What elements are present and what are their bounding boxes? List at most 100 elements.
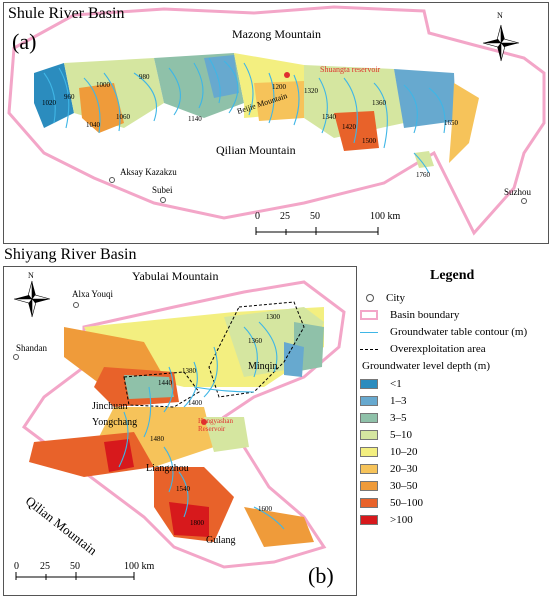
depth-swatch — [360, 481, 378, 491]
contour-label: 1060 — [116, 113, 130, 121]
shiyang-contours — [118, 321, 285, 530]
legend-item-city: City — [360, 291, 405, 305]
panel-b-letter: (b) — [308, 563, 334, 588]
overexploitation-area-jinchuan — [123, 371, 200, 408]
legend-depth-class: <1 — [360, 377, 402, 391]
legend-label-city: City — [386, 292, 405, 304]
shiyang-depth-red-core — [104, 439, 134, 472]
shule-depth-lightgreen2 — [304, 65, 404, 138]
label-hongyashan-reservoir: Hongyashan Reservoir — [198, 417, 233, 433]
shule-depth-orange1 — [79, 83, 124, 133]
contour-label: 980 — [139, 73, 150, 81]
shule-contours — [43, 57, 446, 174]
scale-tick-50-b: 50 — [70, 561, 80, 572]
shiyang-north-arrow-icon — [13, 280, 51, 318]
contour-label: 1480 — [150, 435, 164, 443]
contour-label: 1360 — [248, 337, 262, 345]
shiyang-depth-southeast — [244, 507, 314, 547]
shule-map — [7, 5, 546, 236]
depth-swatch — [360, 447, 378, 457]
label-shuangta-reservoir: Shuangta reservoir — [320, 65, 381, 74]
shule-north-arrow-icon — [482, 24, 520, 62]
north-label-a: N — [497, 11, 503, 20]
panel-a-letter: (a) — [12, 29, 37, 54]
label-mazong-mountain: Mazong Mountain — [232, 27, 321, 41]
shiyang-depth-red-band — [29, 432, 154, 477]
contour-label: 1600 — [258, 505, 272, 513]
shiyang-scale-bar — [15, 572, 135, 580]
legend-item-contour: Groundwater table contour (m) — [360, 325, 527, 339]
depth-swatch — [360, 498, 378, 508]
depth-class-label: >100 — [390, 514, 413, 526]
contour-label: 1320 — [304, 87, 318, 95]
legend-depth-class: 30–50 — [360, 479, 418, 493]
shule-depth-orange2 — [254, 81, 304, 121]
depth-swatch — [360, 396, 378, 406]
depth-class-label: 5–10 — [390, 429, 412, 441]
depth-class-label: 20–30 — [390, 463, 418, 475]
contour-label: 1140 — [188, 115, 202, 123]
contour-label: 1540 — [176, 485, 190, 493]
depth-swatch — [360, 515, 378, 525]
label-shandan: Shandan — [16, 343, 47, 353]
contour-label: 1420 — [342, 123, 356, 131]
depth-class-label: 30–50 — [390, 480, 418, 492]
shule-depth-island — [414, 151, 434, 168]
contour-label: 1650 — [444, 119, 458, 127]
legend-label-contour: Groundwater table contour (m) — [390, 326, 528, 338]
scale-tick-0-a: 0 — [255, 211, 260, 222]
depth-swatch — [360, 379, 378, 389]
legend-label-basin-boundary: Basin boundary — [390, 309, 460, 321]
contour-label: 1400 — [188, 399, 202, 407]
shiyang-depth-blue — [284, 342, 304, 377]
shule-basin-boundary — [7, 5, 546, 236]
contour-label: 1000 — [96, 81, 110, 89]
depth-class-label: 1–3 — [390, 395, 407, 407]
contour-line-icon — [360, 331, 378, 333]
overexploitation-line-icon — [360, 348, 378, 350]
shule-scale-bar — [255, 227, 379, 235]
legend-depth-class: >100 — [360, 513, 413, 527]
shule-city-subei — [160, 197, 166, 203]
legend-depth-class: 1–3 — [360, 394, 407, 408]
contour-label: 1200 — [272, 83, 286, 91]
legend-item-basin-boundary: Basin boundary — [360, 308, 459, 322]
depth-class-label: 10–20 — [390, 446, 418, 458]
scale-tick-100-b: 100 km — [124, 561, 155, 572]
scale-tick-100-a: 100 km — [370, 211, 401, 222]
label-gulang: Gulang — [206, 535, 236, 546]
scale-tick-0-b: 0 — [14, 561, 19, 572]
shiyang-depth-south-red — [169, 502, 209, 537]
shule-depth-blue3 — [394, 69, 456, 128]
shiyang-depth-center — [204, 417, 249, 452]
shule-city-aksay — [109, 177, 115, 183]
contour-label: 1020 — [42, 99, 56, 107]
contour-label: 1340 — [322, 113, 336, 121]
contour-label: 1500 — [362, 137, 376, 145]
legend-item-overexploitation: Overexploitation area — [360, 342, 486, 356]
shule-depth-orange3 — [449, 83, 479, 163]
label-yongchang: Yongchang — [92, 417, 138, 428]
scale-tick-50-a: 50 — [310, 211, 320, 222]
label-suzhou: Suzhou — [504, 187, 531, 197]
legend-depth-title: Groundwater level depth (m) — [362, 360, 490, 372]
legend-depth-class: 20–30 — [360, 462, 418, 476]
basin-boundary-icon — [360, 310, 378, 320]
depth-class-label: 3–5 — [390, 412, 407, 424]
shule-city-suzhou — [521, 198, 527, 204]
shiyang-city-shandan — [13, 354, 19, 360]
legend-depth-class: 3–5 — [360, 411, 407, 425]
legend-depth-class: 10–20 — [360, 445, 418, 459]
panel-a-title: Shule River Basin — [8, 5, 125, 22]
panel-b: N Yabulai Mountain Alxa Youqi Shandan Mi… — [3, 266, 357, 596]
shiyang-map — [13, 280, 346, 580]
label-yabulai-mountain: Yabulai Mountain — [132, 269, 219, 283]
contour-label: 1360 — [372, 99, 386, 107]
city-icon — [366, 294, 374, 302]
label-jinchuan: Jinchuan — [92, 401, 128, 412]
shule-reservoir-marker — [284, 72, 290, 78]
contour-label: 1300 — [266, 313, 280, 321]
label-subei: Subei — [152, 185, 173, 195]
legend-title: Legend — [430, 268, 475, 283]
contour-label: 960 — [64, 93, 75, 101]
